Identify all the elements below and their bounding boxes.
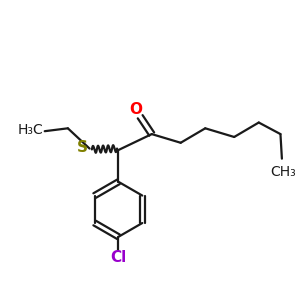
Text: Cl: Cl xyxy=(110,250,127,265)
Text: S: S xyxy=(77,140,88,154)
Text: CH₃: CH₃ xyxy=(271,165,296,179)
Text: H₃C: H₃C xyxy=(17,123,43,137)
Text: O: O xyxy=(129,102,142,117)
